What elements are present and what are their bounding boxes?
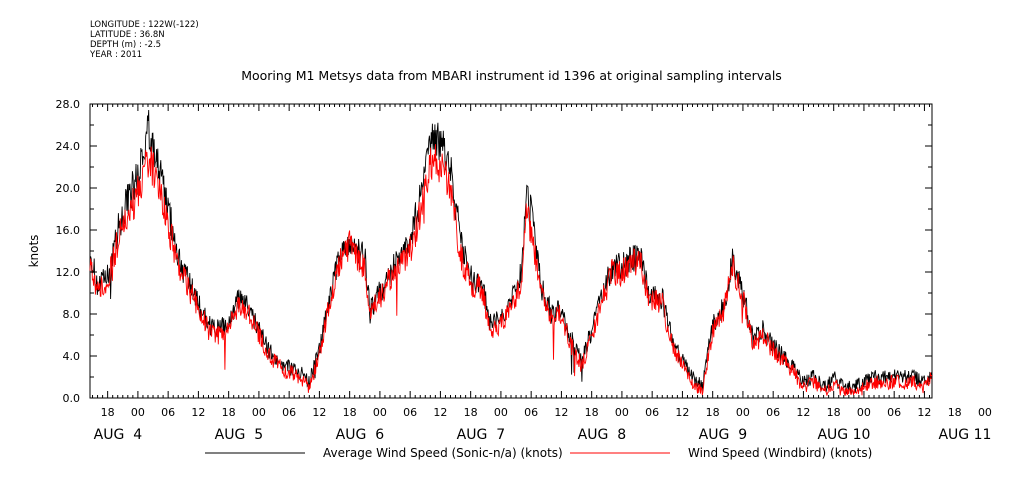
legend: Average Wind Speed (Sonic-n/a) (knots) Wi…	[205, 446, 872, 460]
y-tick-label: 8.0	[63, 308, 81, 321]
x-tick-label: 00	[615, 406, 629, 419]
y-tick-label: 0.0	[63, 392, 81, 405]
legend-label-0: Average Wind Speed (Sonic-n/a) (knots)	[323, 446, 563, 460]
chart-title: Mooring M1 Metsys data from MBARI instru…	[241, 68, 782, 83]
y-tick-label: 24.0	[56, 140, 81, 153]
latitude-text: LATITUDE : 36.8N	[90, 30, 165, 40]
x-tick-label: 00	[857, 406, 871, 419]
y-axis-label: knots	[27, 235, 41, 268]
x-tick-label: 12	[312, 406, 326, 419]
y-tick-label: 4.0	[63, 350, 81, 363]
x-day-label: AUG 8	[578, 427, 626, 443]
x-tick-label: 06	[524, 406, 538, 419]
x-day-label: AUG 9	[699, 427, 747, 443]
year-text: YEAR : 2011	[90, 50, 143, 60]
x-tick-label: 00	[494, 406, 508, 419]
x-day-label: AUG 5	[215, 427, 263, 443]
x-tick-label: 00	[131, 406, 145, 419]
x-tick-label: 12	[554, 406, 568, 419]
x-tick-label: 18	[343, 406, 357, 419]
longitude-text: LONGITUDE : 122W(-122)	[90, 20, 199, 30]
x-tick-label: 12	[191, 406, 205, 419]
x-tick-label: 18	[222, 406, 236, 419]
axes-layer: 0.0 4.0 8.0 12.0 16.0 20.0 24.0 28.0 knots 18 00 06…	[27, 98, 1009, 443]
metadata-block: LONGITUDE : 122W(-122) LATITUDE : 36.8N …	[90, 20, 199, 60]
y-tick-label: 20.0	[56, 182, 81, 195]
x-tick-label: 12	[796, 406, 810, 419]
x-tick-label: 18	[827, 406, 841, 419]
x-tick-label: 12	[917, 406, 931, 419]
x-tick-label: 06	[161, 406, 175, 419]
plot-border	[89, 103, 933, 399]
y-tick-label: 28.0	[56, 98, 81, 111]
x-tick-label: 00	[978, 406, 992, 419]
series-line-0	[89, 109, 933, 394]
depth-text: DEPTH (m) : -2.5	[90, 40, 162, 50]
x-tick-label: 00	[252, 406, 266, 419]
x-day-label: AUG 6	[336, 427, 385, 443]
x-tick-label: 00	[736, 406, 750, 419]
y-tick-label: 16.0	[56, 224, 81, 237]
x-tick-label: 18	[464, 406, 478, 419]
x-tick-label: 06	[887, 406, 901, 419]
x-tick-label: 06	[766, 406, 780, 419]
y-tick-label: 12.0	[56, 266, 81, 279]
x-tick-label: 18	[706, 406, 720, 419]
series-layer	[89, 109, 933, 397]
x-tick-label: 06	[403, 406, 417, 419]
x-day-label: AUG 11	[938, 427, 991, 443]
legend-label-1: Wind Speed (Windbird) (knots)	[688, 446, 872, 460]
x-tick-label: 12	[675, 406, 689, 419]
x-tick-label: 12	[433, 406, 447, 419]
x-tick-label: 00	[373, 406, 387, 419]
x-tick-label: 18	[585, 406, 599, 419]
plot-frame	[89, 103, 933, 399]
x-tick-label: 18	[101, 406, 115, 419]
series-line-1	[89, 144, 933, 397]
x-tick-label: 06	[645, 406, 659, 419]
x-day-label: AUG 7	[457, 427, 505, 443]
x-tick-label: 18	[948, 406, 962, 419]
x-day-label: AUG 4	[94, 427, 143, 443]
x-tick-label: 06	[282, 406, 296, 419]
x-day-label: AUG 10	[817, 427, 870, 443]
